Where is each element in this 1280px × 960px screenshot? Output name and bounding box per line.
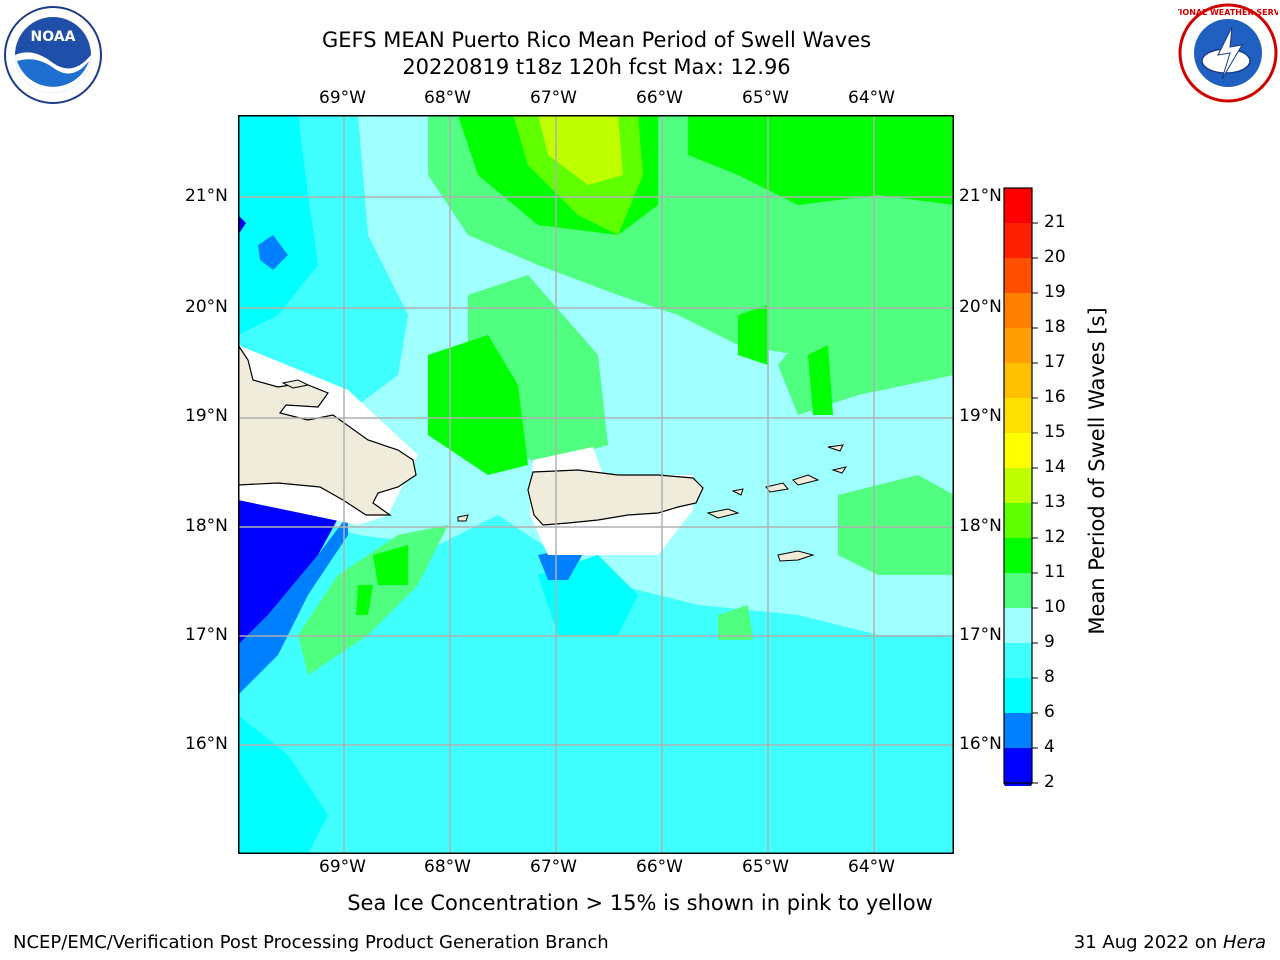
lat-label-right: 17°N: [959, 625, 1002, 645]
sea-ice-caption: Sea Ice Concentration > 15% is shown in …: [347, 891, 933, 915]
colorbar-bands: [1004, 188, 1032, 783]
colorbar-tick-label: 20: [1044, 247, 1066, 267]
lon-label-bottom: 64°W: [848, 857, 895, 877]
colorbar-band: [1004, 398, 1032, 433]
title-line-1: GEFS MEAN Puerto Rico Mean Period of Swe…: [321, 28, 872, 52]
colorbar-tick-label: 11: [1044, 562, 1066, 582]
colorbar-tick-label: 10: [1044, 597, 1066, 617]
lon-label-bottom: 67°W: [530, 857, 577, 877]
map-panel: [238, 115, 954, 854]
lat-label-left: 20°N: [185, 297, 228, 317]
colorbar-tick-label: 16: [1044, 387, 1066, 407]
colorbar-tick-label: 13: [1044, 492, 1066, 512]
colorbar-tick-label: 2: [1044, 772, 1055, 792]
colorbar-band: [1004, 433, 1032, 468]
colorbar-tick-label: 19: [1044, 282, 1066, 302]
colorbar: [1003, 187, 1038, 786]
map-frame: [238, 115, 954, 854]
lat-label-left: 17°N: [185, 625, 228, 645]
noaa-logo-text: NOAA: [31, 29, 76, 45]
colorbar-band: [1004, 748, 1032, 783]
lon-label-top: 64°W: [848, 88, 895, 108]
colorbar-tick-label: 17: [1044, 352, 1066, 372]
lat-label-left: 21°N: [185, 186, 228, 206]
lon-label-top: 69°W: [319, 88, 366, 108]
colorbar-band: [1004, 328, 1032, 363]
lon-label-bottom: 66°W: [636, 857, 683, 877]
puerto-rico-land: [527, 469, 704, 526]
colorbar-band: [1004, 293, 1032, 328]
lat-label-right: 21°N: [959, 186, 1002, 206]
colorbar-tick-label: 8: [1044, 667, 1055, 687]
colorbar-band: [1004, 468, 1032, 503]
colorbar-band: [1004, 643, 1032, 678]
colorbar-band: [1004, 608, 1032, 643]
lat-label-left: 18°N: [185, 516, 228, 536]
colorbar-tick-label: 14: [1044, 457, 1066, 477]
lon-label-bottom: 65°W: [742, 857, 789, 877]
swell-period-field: [238, 115, 954, 854]
lat-label-left: 16°N: [185, 734, 228, 754]
nws-logo: NATIONAL WEATHER SERVICE: [1178, 3, 1278, 103]
colorbar-tick-label: 18: [1044, 317, 1066, 337]
lon-label-top: 67°W: [530, 88, 577, 108]
footer-host: Hera: [1222, 932, 1266, 953]
colorbar-tick-label: 4: [1044, 737, 1055, 757]
footer-date: 31 Aug 2022 on Hera: [1074, 932, 1266, 953]
lat-label-left: 19°N: [185, 406, 228, 426]
lat-label-right: 19°N: [959, 406, 1002, 426]
colorbar-band: [1004, 363, 1032, 398]
lon-label-bottom: 69°W: [319, 857, 366, 877]
colorbar-frame: [1003, 187, 1033, 784]
map-gridlines: [238, 115, 954, 854]
colorbar-tick-label: 15: [1044, 422, 1066, 442]
noaa-logo: NOAA: [4, 6, 102, 104]
lon-label-top: 68°W: [424, 88, 471, 108]
colorbar-band: [1004, 258, 1032, 293]
colorbar-label: Mean Period of Swell Waves [s]: [1085, 307, 1109, 635]
lon-label-top: 65°W: [742, 88, 789, 108]
colorbar-band: [1004, 538, 1032, 573]
colorbar-tick-label: 12: [1044, 527, 1066, 547]
nws-logo-text: NATIONAL WEATHER SERVICE: [1178, 8, 1278, 17]
footer-date-text: 31 Aug 2022 on: [1073, 932, 1223, 953]
colorbar-band: [1004, 713, 1032, 748]
title-line-2: 20220819 t18z 120h fcst Max: 12.96: [402, 55, 791, 79]
colorbar-ticks: [1032, 222, 1038, 784]
lon-label-top: 66°W: [636, 88, 683, 108]
colorbar-tick-label: 21: [1044, 212, 1066, 232]
footer-credit: NCEP/EMC/Verification Post Processing Pr…: [13, 932, 609, 953]
colorbar-band: [1004, 503, 1032, 538]
colorbar-band: [1004, 573, 1032, 608]
colorbar-tick-label: 6: [1044, 702, 1055, 722]
lat-label-right: 20°N: [959, 297, 1002, 317]
colorbar-tick-label: 9: [1044, 632, 1055, 652]
colorbar-band: [1004, 678, 1032, 713]
lat-label-right: 16°N: [959, 734, 1002, 754]
lat-label-right: 18°N: [959, 516, 1002, 536]
colorbar-band: [1004, 223, 1032, 258]
colorbar-band: [1004, 188, 1032, 223]
lon-label-bottom: 68°W: [424, 857, 471, 877]
